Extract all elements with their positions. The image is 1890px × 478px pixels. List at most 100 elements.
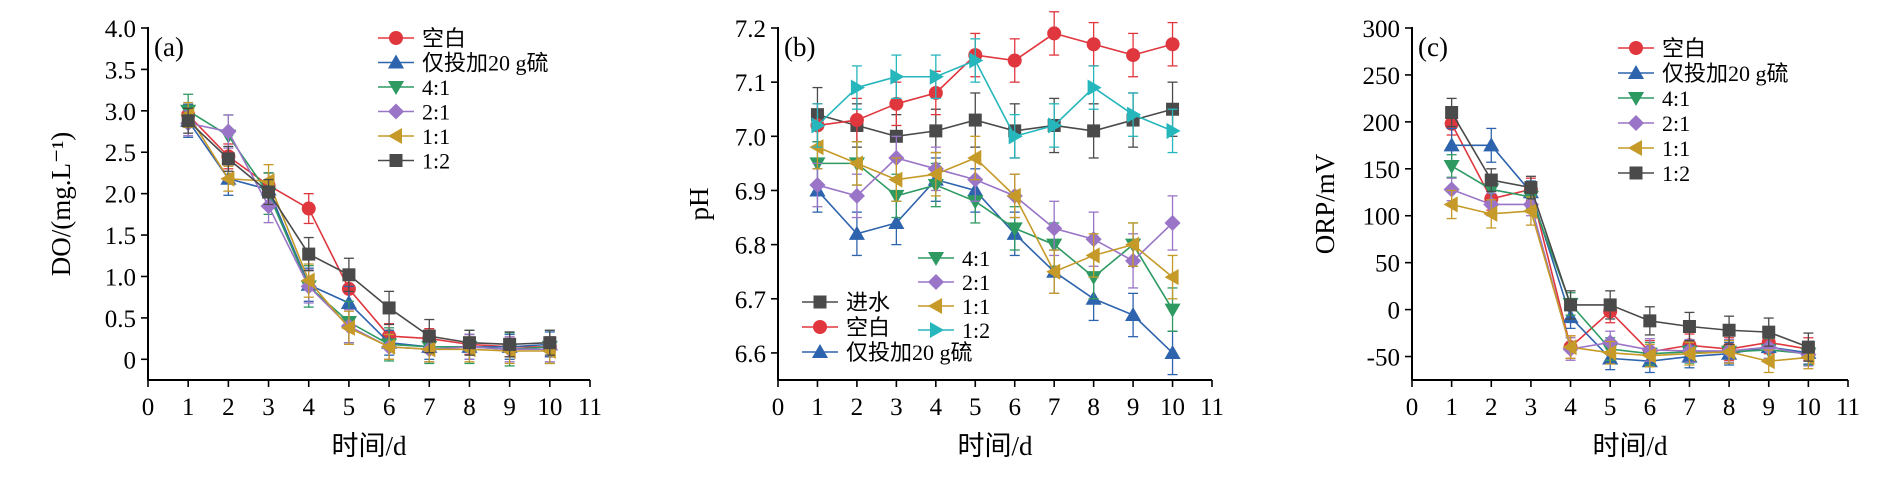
chart-panel-1: 0 1 2 3 4 5 6 7 8 9 10 1100.51.01.52.02.53.03.54.0时… <box>46 16 602 461</box>
legend-label: 1:1 <box>1662 136 1690 161</box>
data-point <box>421 341 436 358</box>
y-tick-label: 150 <box>1363 157 1401 184</box>
x-tick-label: 7 <box>1683 394 1696 421</box>
legend-item: 仅投加20 g硫 <box>802 340 973 365</box>
panel-label: (a) <box>154 32 184 62</box>
series-blank <box>181 104 557 358</box>
y-tick-label: 3.0 <box>105 99 136 126</box>
data-point <box>848 155 863 172</box>
legend-marker <box>1627 139 1643 157</box>
x-tick-label: 11 <box>1836 394 1860 421</box>
series-line <box>187 120 550 346</box>
series-influent <box>181 107 557 358</box>
x-tick-label: 4 <box>302 394 315 421</box>
data-point <box>809 176 826 194</box>
y-tick-label: 0.5 <box>105 306 136 333</box>
data-point <box>1127 106 1142 123</box>
data-point <box>1484 173 1498 187</box>
data-point <box>422 329 436 343</box>
series-blank <box>1444 111 1816 364</box>
panel-label: (b) <box>784 32 815 62</box>
legend-marker <box>387 80 405 96</box>
x-tick-label: 0 <box>772 394 785 421</box>
y-tick-label: 2.5 <box>105 140 136 167</box>
series-line <box>816 59 1173 138</box>
data-point <box>1126 48 1141 63</box>
panel-label: (c) <box>1418 32 1448 62</box>
data-point <box>811 117 826 134</box>
data-point <box>1643 314 1657 328</box>
legend-label: 1:2 <box>962 318 990 343</box>
y-tick-label: 100 <box>1363 204 1401 231</box>
data-point <box>262 185 276 199</box>
legend-label: 空白 <box>846 315 890 340</box>
data-point <box>1760 353 1775 370</box>
x-axis-title: 时间/d <box>331 431 407 461</box>
x-tick-label: 2 <box>222 394 235 421</box>
data-point <box>1483 205 1498 222</box>
legend-label: 仅投加20 g硫 <box>422 51 549 76</box>
y-axis-title: DO/(mg.L⁻¹) <box>46 132 76 277</box>
x-tick-label: 3 <box>890 394 903 421</box>
x-tick-label: 1 <box>182 394 195 421</box>
legend-marker <box>813 320 827 334</box>
data-point <box>969 52 984 69</box>
x-tick-label: 9 <box>503 394 516 421</box>
legend-label: 仅投加20 g硫 <box>846 340 973 365</box>
data-point <box>1048 117 1063 134</box>
legend-item: 空白 <box>802 315 890 340</box>
x-tick-label: 5 <box>1604 394 1617 421</box>
legend-item: 1:2 <box>918 318 990 343</box>
data-point <box>929 68 944 85</box>
legend-marker <box>1627 91 1645 107</box>
series-r21 <box>1443 177 1817 367</box>
x-tick-label: 5 <box>969 394 982 421</box>
y-tick-label: 300 <box>1363 16 1401 43</box>
x-tick-label: 0 <box>1406 394 1419 421</box>
x-tick-label: 1 <box>811 394 824 421</box>
y-tick-label: 1.5 <box>105 223 136 250</box>
legend-label: 1:1 <box>962 294 990 319</box>
series-sulfur_only <box>1443 127 1817 374</box>
legend-label: 4:1 <box>962 246 990 271</box>
series-r11 <box>180 101 556 365</box>
data-point <box>967 149 982 167</box>
data-point <box>1522 202 1537 220</box>
data-point <box>1445 105 1459 119</box>
data-point <box>1603 298 1617 312</box>
data-point <box>260 173 275 190</box>
y-tick-label: 1.0 <box>105 264 136 291</box>
y-tick-label: 2.0 <box>105 182 136 209</box>
data-point <box>462 336 476 350</box>
legend-item: 1:1 <box>1618 136 1690 161</box>
x-tick-label: 8 <box>463 394 476 421</box>
legend-item: 空白 <box>378 26 466 51</box>
x-tick-label: 7 <box>423 394 436 421</box>
series-line <box>1450 112 1809 348</box>
legend-label: 仅投加20 g硫 <box>1662 61 1789 86</box>
series-line <box>1451 165 1809 355</box>
data-point <box>888 214 905 229</box>
data-point <box>848 225 865 240</box>
data-point <box>1164 344 1181 359</box>
data-point <box>1443 181 1460 198</box>
legend-item: 1:2 <box>378 149 450 174</box>
x-tick-label: 8 <box>1723 394 1736 421</box>
y-tick-label: 6.6 <box>735 341 766 368</box>
legend-marker <box>927 251 945 267</box>
legend-label: 空白 <box>1662 36 1706 61</box>
x-tick-label: 10 <box>1160 394 1185 421</box>
legend-marker <box>387 103 405 120</box>
data-point <box>1524 181 1538 195</box>
data-point <box>1008 128 1023 145</box>
series-line <box>187 114 550 348</box>
series-r41 <box>1443 154 1817 366</box>
data-point <box>1087 124 1101 138</box>
data-point <box>300 272 315 289</box>
legend-marker <box>1629 41 1643 55</box>
data-point <box>849 113 864 128</box>
legend-marker <box>813 295 827 309</box>
data-point <box>1164 214 1181 232</box>
